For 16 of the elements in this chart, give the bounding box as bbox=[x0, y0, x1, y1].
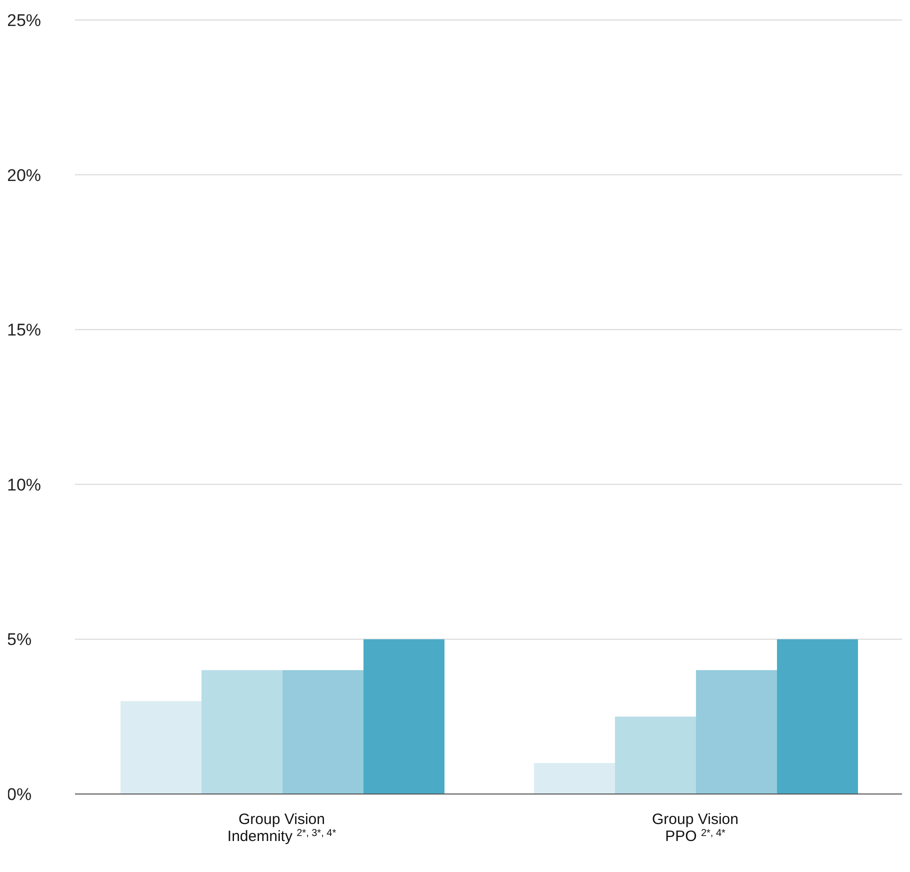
y-tick-label: 15% bbox=[7, 320, 42, 340]
y-tick-label: 20% bbox=[7, 166, 42, 185]
bar bbox=[696, 670, 777, 794]
bar bbox=[776, 639, 858, 794]
y-tick-label: 0% bbox=[7, 785, 32, 804]
bar bbox=[120, 701, 202, 794]
bar bbox=[534, 763, 615, 794]
x-tick-label: Group Vision Indemnity $^{2*, 3*, 4*}$ bbox=[227, 811, 336, 845]
bar bbox=[363, 639, 444, 794]
x-tick-label: Group Vision PPO $^{2*, 4*}$ bbox=[652, 811, 738, 845]
y-tick-label: 5% bbox=[7, 630, 32, 650]
bar bbox=[201, 670, 282, 794]
bar bbox=[614, 716, 696, 794]
y-tick-label: 25% bbox=[7, 11, 42, 30]
y-tick-label: 10% bbox=[7, 475, 42, 494]
bar bbox=[282, 670, 364, 794]
